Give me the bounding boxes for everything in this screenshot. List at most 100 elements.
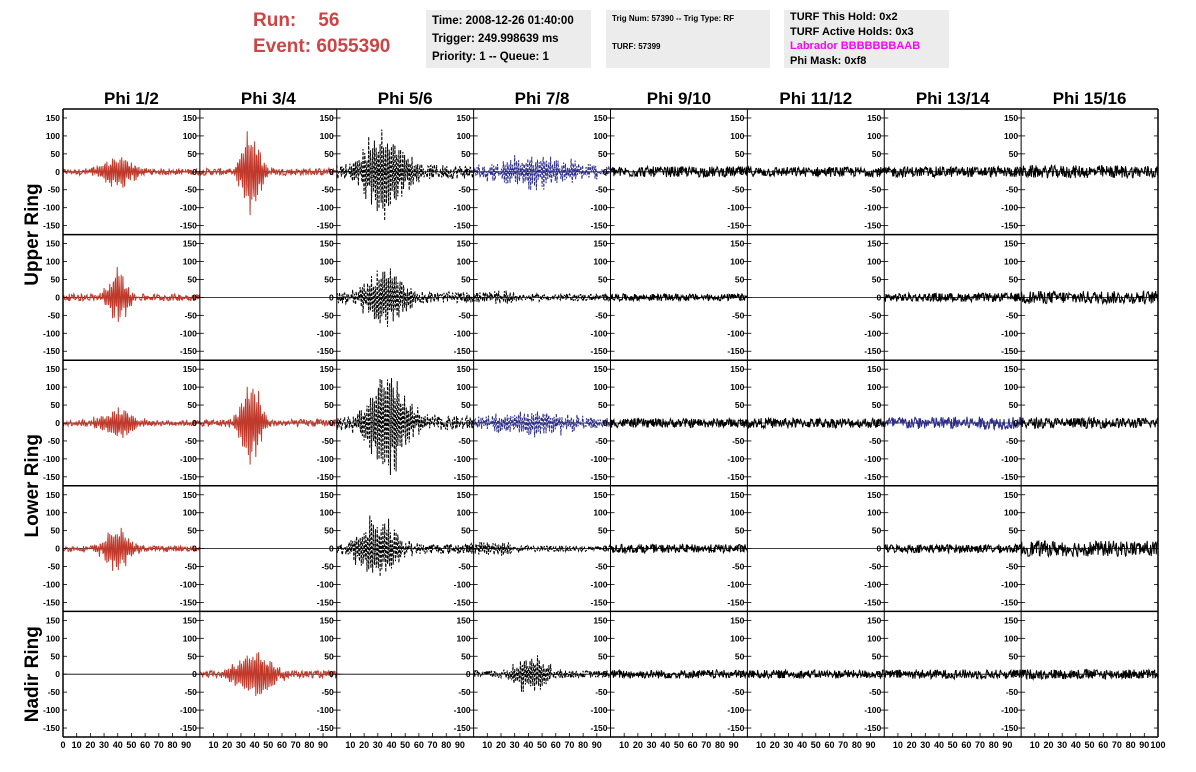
y-tick-label: -100: [180, 705, 197, 715]
y-tick-label: 50: [598, 274, 608, 284]
y-tick-label: 100: [867, 508, 881, 518]
y-tick-label: 50: [51, 400, 61, 410]
y-tick-label: -50: [869, 562, 882, 572]
y-tick-label: 100: [456, 257, 470, 267]
y-tick-label: 150: [320, 490, 334, 500]
y-tick-label: 150: [456, 615, 470, 625]
y-tick-label: -50: [732, 185, 745, 195]
y-tick-label: 0: [192, 418, 197, 428]
y-tick-label: 0: [1013, 669, 1018, 679]
y-tick-label: -150: [727, 472, 744, 482]
priority-line: Priority: 1 -- Queue: 1: [432, 51, 549, 63]
y-tick-label: -150: [590, 472, 607, 482]
x-tick-label: 50: [537, 740, 547, 750]
y-tick-label: 50: [187, 526, 197, 536]
x-tick-label: 20: [633, 740, 643, 750]
x-tick-label: 50: [811, 740, 821, 750]
y-tick-label: 150: [867, 239, 881, 249]
y-tick-label: 100: [320, 257, 334, 267]
x-tick-label: 40: [660, 740, 670, 750]
y-tick-label: 0: [603, 418, 608, 428]
waveform-trace: [883, 543, 1022, 555]
y-tick-label: 0: [55, 669, 60, 679]
waveform-trace: [199, 131, 338, 216]
y-tick-label: -100: [43, 579, 60, 589]
x-tick-label: 70: [154, 740, 164, 750]
y-tick-label: -150: [317, 723, 334, 733]
y-tick-label: 150: [593, 490, 607, 500]
x-tick-label: 30: [920, 740, 930, 750]
y-tick-label: 0: [55, 418, 60, 428]
y-tick-label: 100: [456, 633, 470, 643]
y-tick-label: -50: [48, 562, 61, 572]
y-tick-label: -50: [185, 436, 198, 446]
x-tick-label: 70: [701, 740, 711, 750]
x-tick-label: 60: [961, 740, 971, 750]
y-tick-label: -150: [1001, 723, 1018, 733]
y-tick-label: -50: [595, 562, 608, 572]
y-tick-label: 50: [324, 651, 334, 661]
x-tick-label: 60: [140, 740, 150, 750]
y-tick-label: -100: [727, 705, 744, 715]
y-tick-label: -50: [48, 185, 61, 195]
x-tick-label: 70: [564, 740, 574, 750]
x-tick-label: 30: [1057, 740, 1067, 750]
waveform-trace: [883, 416, 1022, 432]
y-tick-label: -50: [732, 687, 745, 697]
y-tick-label: 0: [466, 544, 471, 554]
y-tick-label: -150: [727, 346, 744, 356]
trig-line: Trig Num: 57390 -- Trig Type: RF: [612, 14, 735, 23]
y-tick-label: 50: [735, 526, 745, 536]
y-tick-label: 100: [730, 633, 744, 643]
y-tick-label: -150: [43, 597, 60, 607]
y-tick-label: -50: [321, 310, 334, 320]
x-tick-label: 60: [414, 740, 424, 750]
y-tick-label: 150: [1004, 239, 1018, 249]
y-tick-label: 100: [1004, 382, 1018, 392]
y-tick-label: 150: [730, 615, 744, 625]
y-tick-label: 50: [598, 400, 608, 410]
event-header: Run: 56 Event: 6055390 Time: 2008-12-26 0…: [0, 0, 1196, 80]
y-tick-label: 50: [461, 651, 471, 661]
y-tick-label: -150: [454, 472, 471, 482]
time-info-box: Time: 2008-12-26 01:40:00 Trigger: 249.9…: [426, 10, 591, 68]
x-tick-label: 40: [523, 740, 533, 750]
y-tick-label: -50: [185, 310, 198, 320]
waveform-trace: [336, 268, 475, 327]
x-tick-label: 30: [99, 740, 109, 750]
waveform-trace: [473, 655, 611, 693]
y-tick-label: 0: [329, 167, 334, 177]
y-tick-label: -150: [864, 597, 881, 607]
x-tick-label: 40: [797, 740, 807, 750]
y-tick-label: -150: [43, 221, 60, 231]
waveform-trace: [883, 165, 1022, 179]
x-tick-label: 80: [1126, 740, 1136, 750]
y-tick-label: -150: [317, 597, 334, 607]
y-tick-label: 150: [593, 113, 607, 123]
y-tick-label: 100: [867, 257, 881, 267]
y-tick-label: -150: [590, 723, 607, 733]
y-tick-label: -100: [727, 328, 744, 338]
y-tick-label: 100: [183, 257, 197, 267]
y-tick-label: -150: [317, 472, 334, 482]
y-tick-label: -50: [1006, 687, 1019, 697]
y-tick-label: -100: [864, 454, 881, 464]
y-tick-label: 150: [183, 364, 197, 374]
y-tick-label: 100: [46, 508, 60, 518]
y-tick-label: 150: [867, 615, 881, 625]
y-tick-label: 100: [320, 382, 334, 392]
y-tick-label: -50: [595, 310, 608, 320]
y-tick-label: 100: [46, 633, 60, 643]
x-tick-label: 20: [1043, 740, 1053, 750]
y-tick-label: 150: [593, 364, 607, 374]
x-tick-label: 80: [578, 740, 588, 750]
y-tick-label: 100: [593, 257, 607, 267]
phi-mask-line: Phi Mask: 0xf8: [790, 54, 867, 67]
y-tick-label: -150: [180, 723, 197, 733]
y-tick-label: 100: [730, 257, 744, 267]
y-tick-label: -100: [1001, 328, 1018, 338]
waveform-trace: [610, 543, 748, 555]
y-tick-label: -50: [1006, 310, 1019, 320]
y-tick-label: 100: [456, 508, 470, 518]
y-tick-label: -50: [595, 185, 608, 195]
